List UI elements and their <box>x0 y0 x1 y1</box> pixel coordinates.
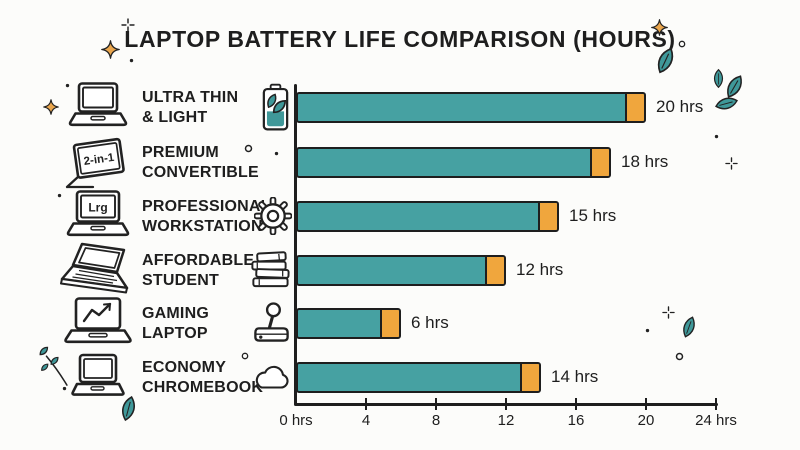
circle-icon <box>244 144 253 153</box>
bar-value-label: 12 hrs <box>516 260 564 279</box>
leaf-icon <box>712 89 741 118</box>
chart-title: LAPTOP BATTERY LIFE COMPARISON (HOURS) <box>124 26 676 52</box>
dot-icon <box>65 83 70 88</box>
axis-tick-label: 8 <box>431 412 441 429</box>
leaf-icon <box>676 314 703 341</box>
circle-icon <box>675 352 684 361</box>
books-icon <box>238 244 292 296</box>
leaf-branch-icon <box>38 346 72 387</box>
laptop-angled-icon <box>56 242 140 298</box>
battery-life-bar <box>296 200 559 232</box>
laptop-thin-icon <box>56 79 140 135</box>
axis-tick <box>365 398 368 410</box>
circle-icon <box>678 40 686 48</box>
axis-tick <box>645 398 648 410</box>
axis-tick <box>505 398 508 410</box>
cloud-icon <box>238 351 292 403</box>
eco-battery-icon <box>238 81 292 133</box>
gear-icon <box>238 190 292 242</box>
leaf-icon <box>113 393 144 424</box>
bar-value-label: 20 hrs <box>656 97 704 116</box>
dot-icon <box>129 58 134 63</box>
category-label: PROFESSIONAL WORKSTATION <box>142 198 271 235</box>
svg-text:2-in-1: 2-in-1 <box>83 152 116 168</box>
joystick-icon <box>238 297 292 349</box>
axis-tick-label: 12 <box>497 412 515 429</box>
laptop-gaming-icon <box>56 295 140 351</box>
bar-value-label: 18 hrs <box>621 152 669 171</box>
bar-value-label: 6 hrs <box>411 313 449 332</box>
plus-sparkle-icon <box>121 18 135 32</box>
axis-tick-label: 16 <box>567 412 585 429</box>
axis-tick-label: 24 hrs <box>695 412 737 429</box>
leaf-icon <box>706 66 730 90</box>
category-label: GAMING LAPTOP <box>142 305 209 342</box>
category-label: PREMIUM CONVERTIBLE <box>142 144 259 181</box>
bar-tip <box>538 202 557 230</box>
category-label: AFFORDABLE STUDENT <box>142 252 255 289</box>
plus-sparkle-icon <box>662 306 675 319</box>
battery-life-bar <box>296 361 541 393</box>
dot-icon <box>645 328 650 333</box>
sparkle-icon <box>651 19 668 36</box>
category-label: ULTRA THIN & LIGHT <box>142 89 239 126</box>
bar-value-label: 14 hrs <box>551 367 599 386</box>
laptop-large-icon: Lrg <box>56 188 140 244</box>
bar-value-label: 15 hrs <box>569 206 617 225</box>
circle-icon <box>241 352 249 360</box>
leaf-icon <box>649 44 681 76</box>
dot-icon <box>714 134 719 139</box>
battery-life-bar <box>296 91 646 123</box>
dot-icon <box>62 386 67 391</box>
dot-icon <box>274 151 279 156</box>
bar-tip <box>625 93 644 121</box>
laptop-simple-icon <box>56 349 140 405</box>
bar-tip <box>590 148 609 176</box>
bar-tip <box>485 256 504 284</box>
dot-icon <box>57 193 62 198</box>
plus-sparkle-icon <box>725 157 738 170</box>
battery-life-bar <box>296 254 506 286</box>
convertible-tablet-icon: 2-in-1 <box>56 134 140 190</box>
sparkle-icon <box>43 99 59 115</box>
axis-tick-label: 20 <box>637 412 655 429</box>
y-axis-line <box>294 84 297 405</box>
battery-life-bar <box>296 146 611 178</box>
bar-tip <box>520 363 539 391</box>
axis-tick <box>575 398 578 410</box>
sparkle-icon <box>101 40 120 59</box>
leaf-icon <box>720 72 748 100</box>
axis-tick-label: 4 <box>361 412 371 429</box>
svg-text:Lrg: Lrg <box>88 201 107 215</box>
bar-tip <box>380 309 399 337</box>
axis-tick <box>435 398 438 410</box>
axis-tick <box>715 398 718 410</box>
axis-tick-label: 0 hrs <box>279 412 313 429</box>
category-label: ECONOMY CHROMEBOOK <box>142 359 264 396</box>
battery-life-bar <box>296 307 401 339</box>
